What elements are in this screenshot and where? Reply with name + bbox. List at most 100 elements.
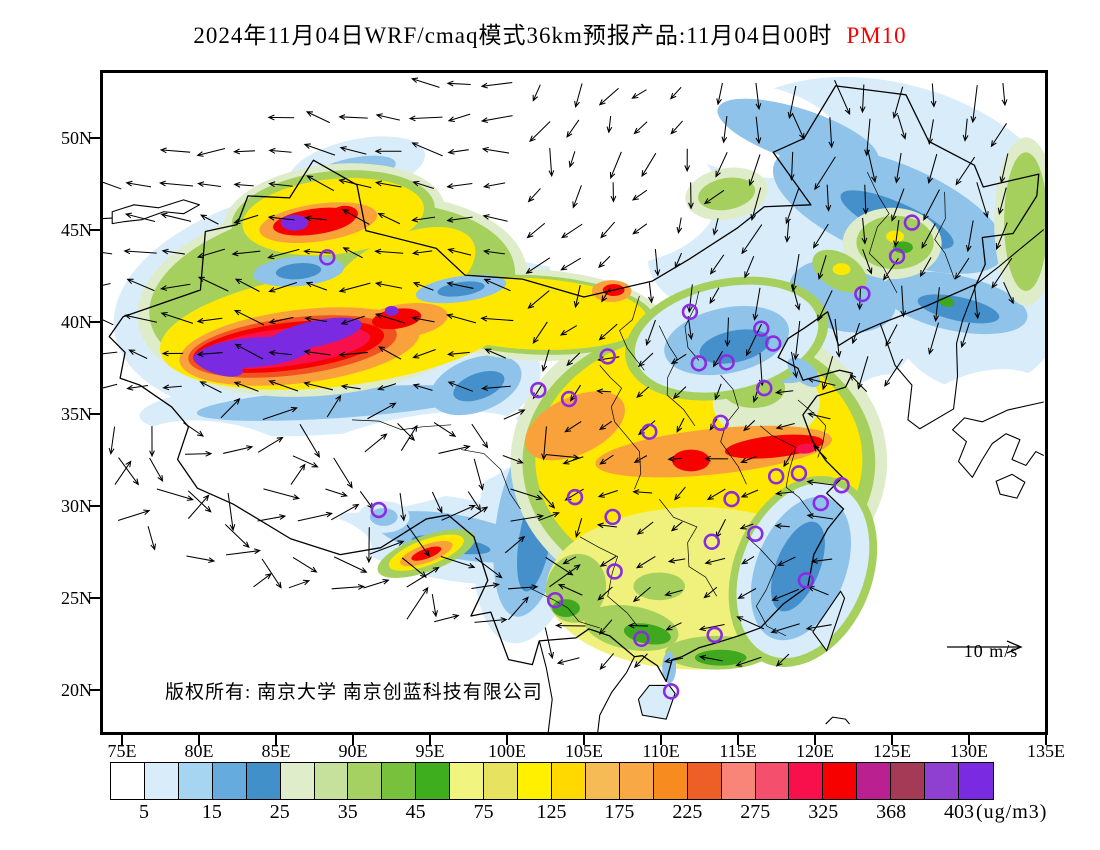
x-axis-label: 110E <box>642 741 680 761</box>
colorbar-cell <box>111 763 145 799</box>
colorbar-unit-label: (ug/m3) <box>976 801 1048 823</box>
wind-vectors <box>103 77 1014 670</box>
station-marker <box>633 630 650 648</box>
station-marker <box>690 355 708 372</box>
x-axis-label: 75E <box>107 741 137 761</box>
station-marker <box>606 563 623 580</box>
station-marker <box>712 414 729 432</box>
colorbar-tick-label: 5 <box>138 801 149 823</box>
colorbar-cell <box>212 763 247 799</box>
station-marker <box>560 390 578 408</box>
station-marker <box>903 214 921 231</box>
station-marker <box>790 465 808 482</box>
axis-tick <box>506 735 508 745</box>
axis-tick <box>121 735 123 745</box>
colorbar-tick-label: 175 <box>604 801 635 823</box>
colorbar-cell <box>585 763 620 799</box>
axis-tick <box>429 735 431 745</box>
axis-tick <box>90 413 100 415</box>
axis-tick <box>90 505 100 507</box>
colorbar-cell <box>755 763 790 799</box>
axis-tick <box>90 597 100 599</box>
station-marker <box>681 303 699 321</box>
colorbar-tick-label: 35 <box>337 801 358 823</box>
station-marker <box>641 423 658 440</box>
axis-tick <box>198 735 200 745</box>
y-axis-label: 25N <box>61 588 92 608</box>
y-axis-label: 50N <box>61 128 92 148</box>
axis-tick <box>583 735 585 745</box>
axis-tick <box>90 689 100 691</box>
station-marker <box>756 379 773 397</box>
axis-tick <box>90 321 100 323</box>
station-marker <box>764 335 782 352</box>
colorbar-cell <box>721 763 756 799</box>
station-marker <box>797 572 815 589</box>
wind-scale-label: 10 m/s <box>963 641 1019 661</box>
x-axis-label: 120E <box>796 741 834 761</box>
colorbar-tick-label: 325 <box>808 801 839 823</box>
station-marker <box>530 381 547 399</box>
station-marker <box>370 501 388 519</box>
colorbar-tick-label: 15 <box>201 801 222 823</box>
x-axis-label: 100E <box>488 741 526 761</box>
y-axis-label: 20N <box>61 680 92 700</box>
colorbar-cell <box>653 763 688 799</box>
axis-tick <box>1045 735 1047 745</box>
colorbar-tick-label: 75 <box>473 801 494 823</box>
station-marker <box>604 508 621 526</box>
axis-tick <box>275 735 277 745</box>
colorbar-tick-label: 368 <box>876 801 907 823</box>
colorbar-cell <box>551 763 586 799</box>
x-axis-label: 135E <box>1027 741 1065 761</box>
station-marker <box>723 490 740 508</box>
x-axis-label: 90E <box>338 741 368 761</box>
axis-tick <box>352 735 354 745</box>
x-axis-label: 115E <box>719 741 757 761</box>
title-pollutant-label: PM10 <box>846 23 907 48</box>
wind-scale-legend: 10 m/s <box>945 639 1037 662</box>
colorbar-tick-label: 45 <box>405 801 426 823</box>
province-borders <box>352 171 955 637</box>
station-markers <box>319 214 921 700</box>
station-marker <box>718 354 735 371</box>
colorbar-cell <box>144 763 179 799</box>
colorbar-cell <box>314 763 349 799</box>
station-marker <box>767 468 785 485</box>
station-marker <box>319 249 336 266</box>
colorbar-cell <box>619 763 654 799</box>
page-title: 2024年11月04日WRF/cmaq模式36km预报产品:11月04日00时 P… <box>0 16 1100 50</box>
colorbar-tick-label: 225 <box>672 801 703 823</box>
station-marker <box>812 494 829 512</box>
x-axis-label: 125E <box>873 741 911 761</box>
y-axis-label: 35N <box>61 404 92 424</box>
colorbar-cell <box>959 763 993 799</box>
pm10-colorbar <box>110 762 994 800</box>
colorbar-cell <box>246 763 281 799</box>
pm10-field <box>113 77 1045 684</box>
colorbar-cell <box>687 763 722 799</box>
x-axis-label: 105E <box>565 741 603 761</box>
colorbar-cell <box>484 763 519 799</box>
station-marker <box>703 533 720 550</box>
colorbar-tick-label: 125 <box>536 801 567 823</box>
axis-tick <box>968 735 970 745</box>
y-axis-label: 40N <box>61 312 92 332</box>
colorbar-tick-label: 25 <box>269 801 290 823</box>
x-axis-label: 95E <box>415 741 445 761</box>
y-axis-label: 30N <box>61 496 92 516</box>
wind-scale-arrow-icon <box>947 640 1023 654</box>
station-marker <box>706 626 723 644</box>
colorbar-cell <box>416 763 451 799</box>
map-frame: 版权所有: 南京大学 南京创蓝科技有限公司 10 m/s <box>100 70 1048 735</box>
colorbar-tick-label: 275 <box>740 801 771 823</box>
copyright-note: 版权所有: 南京大学 南京创蓝科技有限公司 <box>165 682 543 703</box>
china-pm10-concentration-map <box>103 77 1045 732</box>
station-marker <box>747 525 764 543</box>
colorbar-cell <box>348 763 383 799</box>
station-marker <box>753 320 770 337</box>
colorbar-cell <box>450 763 485 799</box>
colorbar-tick-label: 403 <box>944 801 975 823</box>
axis-tick <box>660 735 662 745</box>
